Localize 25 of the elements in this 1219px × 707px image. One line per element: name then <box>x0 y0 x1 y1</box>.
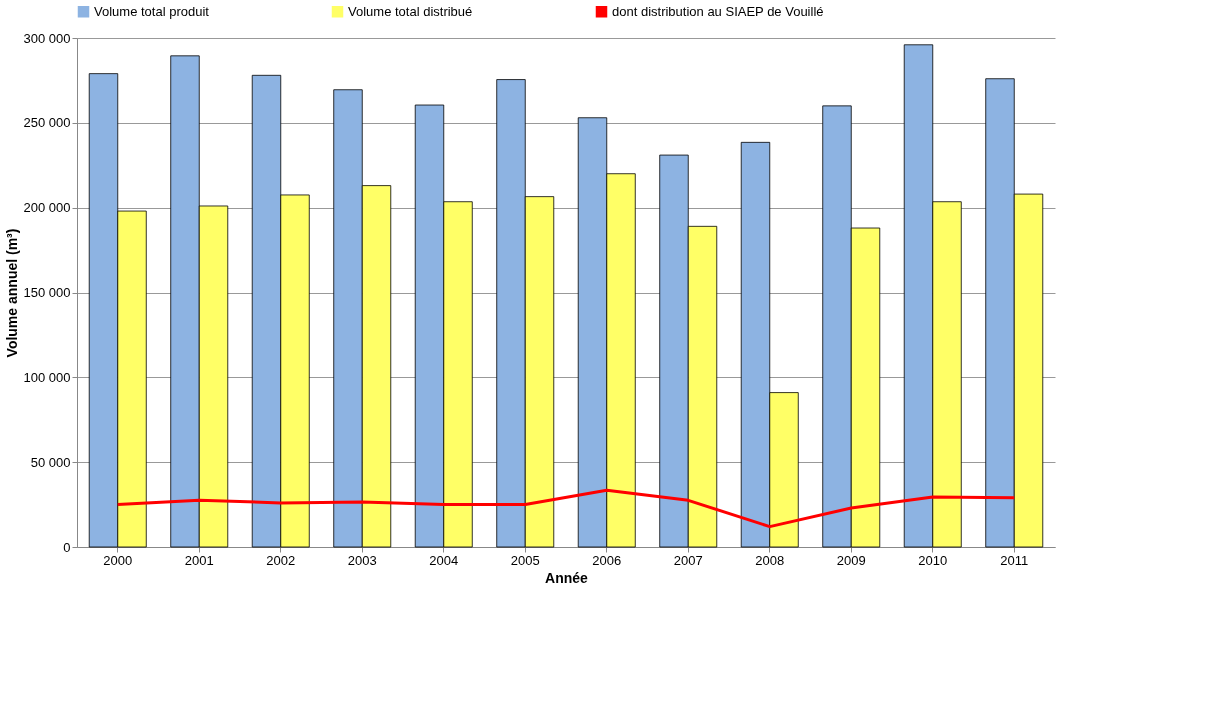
x-tick-label: 2008 <box>755 552 785 568</box>
x-tick-label: 2005 <box>510 552 540 568</box>
legend-label: dont distribution au SIAEP de Vouillé <box>612 3 824 19</box>
x-tick-label: 2004 <box>429 552 459 568</box>
x-axis-title: Année <box>545 569 589 586</box>
x-tick-label: 2011 <box>1000 552 1029 568</box>
legend-label: Volume total produit <box>94 3 210 19</box>
x-tick-label: 2003 <box>347 552 377 568</box>
x-tick-label: 2002 <box>266 552 296 568</box>
y-tick-label: 100 000 <box>23 369 71 385</box>
y-tick-label: 300 000 <box>23 30 71 46</box>
y-tick-label: 150 000 <box>23 285 71 300</box>
y-tick-label: 200 000 <box>23 200 71 216</box>
x-tick-label: 2001 <box>184 552 214 568</box>
x-tick-label: 2009 <box>836 552 866 568</box>
x-tick-label: 2010 <box>918 552 948 568</box>
x-tick-label: 2007 <box>673 552 703 568</box>
y-tick-label: 50 000 <box>30 454 71 470</box>
legend-label: Volume total distribué <box>348 3 473 19</box>
y-tick-label: 250 000 <box>23 115 71 131</box>
y-axis-title: Volume annuel (m³) <box>3 228 20 358</box>
x-tick-label: 2006 <box>592 552 622 568</box>
x-tick-label: 2000 <box>103 552 133 568</box>
y-tick-label: 0 <box>63 539 71 555</box>
line-series <box>116 488 1016 529</box>
